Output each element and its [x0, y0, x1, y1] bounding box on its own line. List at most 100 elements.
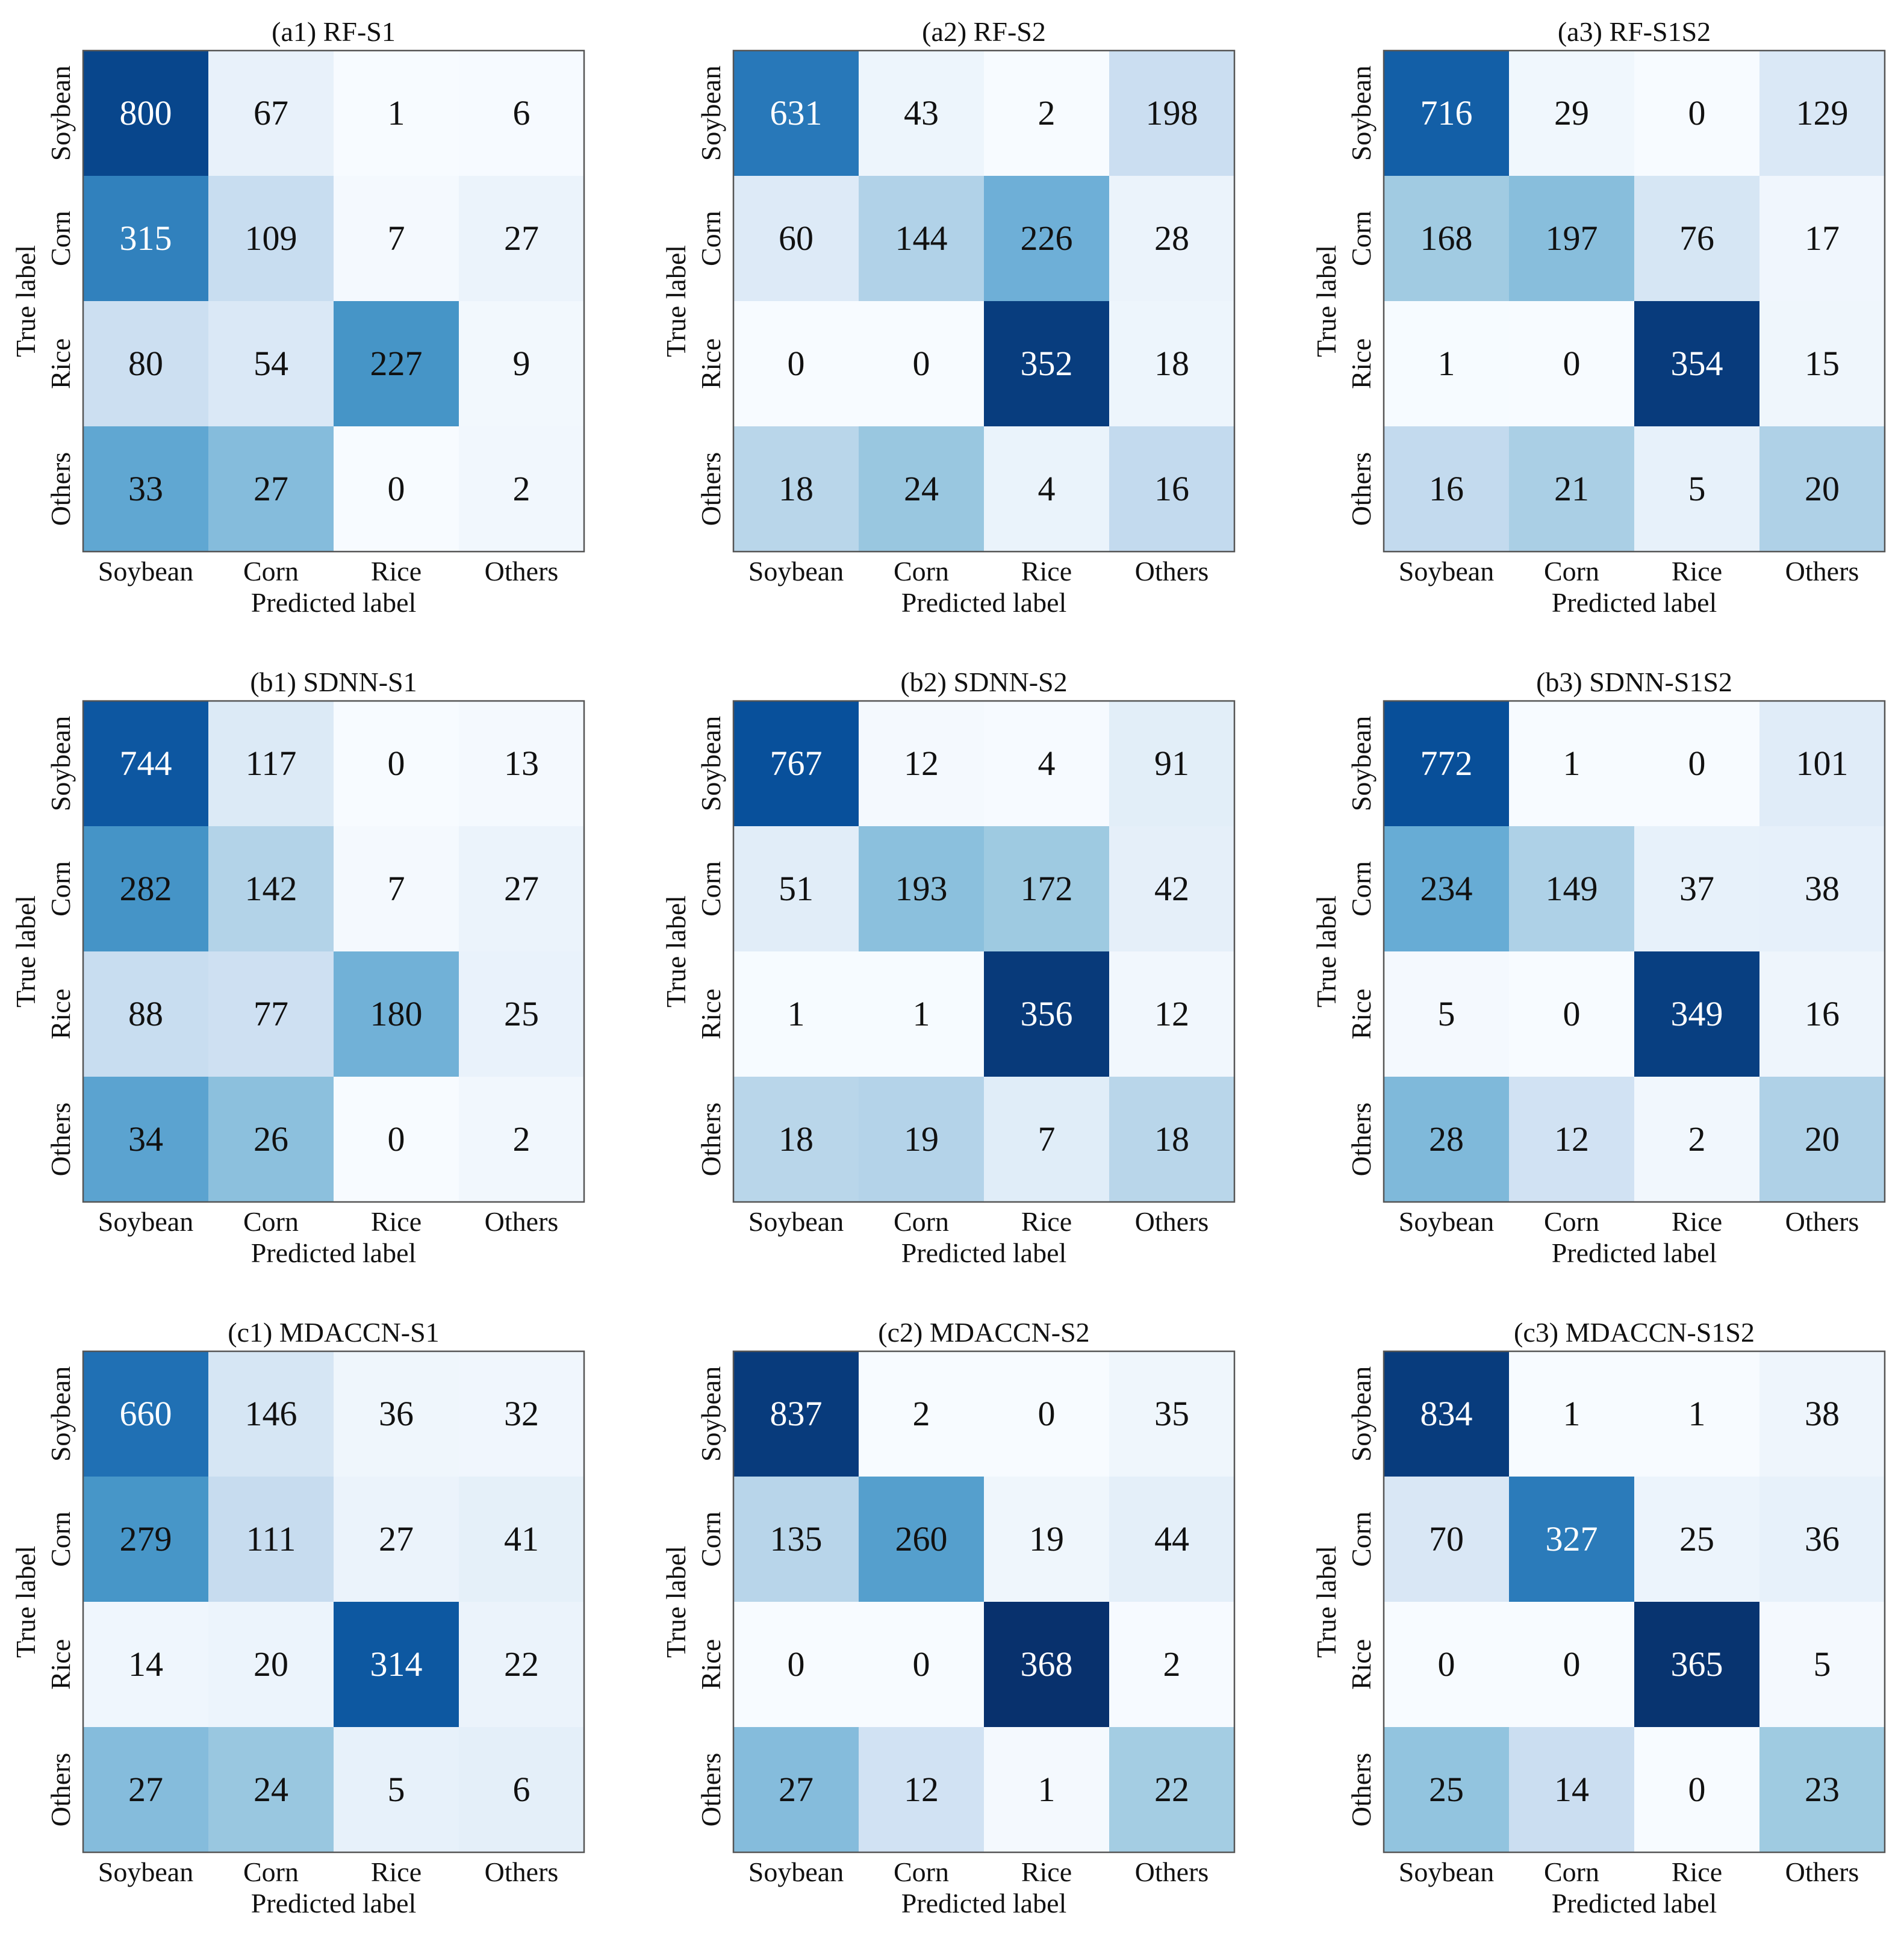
cell-value: 314 — [370, 1645, 423, 1684]
matrix-cell — [1384, 1602, 1509, 1727]
cell-value: 0 — [788, 344, 805, 383]
matrix-cell — [83, 426, 208, 552]
matrix-cell — [1509, 51, 1634, 176]
cell-value: 18 — [1154, 344, 1189, 383]
cell-value: 1 — [1038, 1770, 1056, 1809]
matrix-cell — [859, 176, 984, 301]
cell-value: 80 — [128, 344, 163, 383]
x-axis-label: Predicted label — [1552, 1237, 1717, 1268]
cell-value: 27 — [504, 219, 539, 258]
matrix-cell — [859, 301, 984, 426]
confusion-matrix-panel-3: (a3) RF-S1S2 716 29 0 129 168 197 76 17 1 0 354 15 16… — [1311, 16, 1886, 618]
cell-value: 17 — [1805, 219, 1840, 258]
matrix-cell — [733, 426, 859, 552]
matrix-cell — [1384, 701, 1509, 826]
cell-value: 767 — [770, 744, 823, 783]
cell-value: 35 — [1154, 1394, 1189, 1433]
cell-value: 21 — [1554, 469, 1589, 508]
cell-value: 12 — [1154, 994, 1189, 1033]
x-tick-label: Others — [485, 1206, 559, 1237]
matrix-cell — [459, 176, 584, 301]
cell-value: 6 — [513, 1770, 530, 1809]
y-tick-label: Soybean — [45, 1366, 76, 1461]
matrix-cell — [859, 1727, 984, 1852]
x-tick-label: Others — [485, 1857, 559, 1887]
matrix-cell — [733, 701, 859, 826]
y-tick-label: Others — [45, 1753, 76, 1827]
y-tick-label: Soybean — [695, 716, 726, 811]
matrix-cell — [733, 826, 859, 951]
cell-value: 34 — [128, 1119, 163, 1159]
x-tick-label: Rice — [1021, 1857, 1072, 1887]
cell-value: 36 — [379, 1394, 414, 1433]
confusion-matrix-panel-2: (a2) RF-S2 631 43 2 198 60 144 226 28 0 0 352 18 18 24… — [661, 16, 1236, 618]
matrix-cell — [334, 951, 459, 1077]
cell-value: 38 — [1805, 869, 1840, 908]
matrix-cell — [859, 1077, 984, 1202]
x-tick-label: Soybean — [1399, 1857, 1494, 1887]
matrix-cell — [1759, 51, 1885, 176]
cell-value: 51 — [779, 869, 814, 908]
x-axis-label: Predicted label — [901, 587, 1067, 618]
matrix-cell — [459, 301, 584, 426]
matrix-cell — [984, 1727, 1109, 1852]
matrix-cell — [1109, 176, 1234, 301]
x-axis-label: Predicted label — [251, 1237, 417, 1268]
matrix-cell — [1509, 1727, 1634, 1852]
x-tick-label: Corn — [243, 556, 299, 587]
cell-value: 7 — [388, 869, 405, 908]
matrix-cell — [1759, 701, 1885, 826]
matrix-cell — [733, 1351, 859, 1477]
x-axis-label: Predicted label — [901, 1237, 1067, 1268]
matrix-cell — [984, 1077, 1109, 1202]
cell-value: 800 — [120, 93, 172, 132]
matrix-border — [732, 49, 1236, 553]
matrix-cell — [859, 51, 984, 176]
matrix-border — [1383, 700, 1886, 1203]
y-tick-label: Rice — [45, 989, 76, 1039]
x-tick-label: Corn — [1544, 1206, 1599, 1237]
y-tick-label: Others — [45, 452, 76, 526]
cell-value: 7 — [1038, 1119, 1056, 1159]
confusion-matrix-panel-4: (b1) SDNN-S1 744 117 0 13 282 142 7 27 88 77 180 25 3… — [10, 667, 585, 1268]
cell-value: 327 — [1546, 1519, 1598, 1558]
cell-value: 14 — [128, 1645, 163, 1684]
matrix-cell — [859, 1351, 984, 1477]
cell-value: 16 — [1805, 994, 1840, 1033]
cell-value: 2 — [513, 1119, 530, 1159]
cell-value: 0 — [913, 344, 930, 383]
cell-value: 16 — [1154, 469, 1189, 508]
y-tick-label: Soybean — [695, 1366, 726, 1461]
matrix-cell — [1759, 176, 1885, 301]
cell-value: 354 — [1671, 344, 1723, 383]
cell-value: 1 — [1438, 344, 1455, 383]
cell-value: 352 — [1021, 344, 1073, 383]
matrix-cell — [334, 1602, 459, 1727]
cell-value: 144 — [895, 219, 948, 258]
x-tick-label: Others — [1785, 556, 1859, 587]
x-tick-label: Corn — [1544, 1857, 1599, 1887]
matrix-cell — [1634, 1477, 1759, 1602]
cell-value: 16 — [1429, 469, 1464, 508]
cell-value: 70 — [1429, 1519, 1464, 1558]
cell-value: 37 — [1679, 869, 1714, 908]
matrix-cell — [1509, 1477, 1634, 1602]
x-tick-label: Others — [485, 556, 559, 587]
cell-value: 42 — [1154, 869, 1189, 908]
cell-value: 2 — [513, 469, 530, 508]
cell-value: 834 — [1420, 1394, 1473, 1433]
cell-value: 44 — [1154, 1519, 1189, 1558]
matrix-border — [82, 49, 585, 553]
matrix-cell — [1509, 301, 1634, 426]
matrix-cell — [1384, 951, 1509, 1077]
matrix-cell — [1759, 1477, 1885, 1602]
cell-value: 27 — [254, 469, 288, 508]
matrix-cell — [334, 51, 459, 176]
x-tick-label: Soybean — [748, 1206, 844, 1237]
matrix-cell — [1109, 826, 1234, 951]
cell-value: 19 — [1029, 1519, 1064, 1558]
x-tick-label: Rice — [1021, 556, 1072, 587]
cell-value: 117 — [246, 744, 297, 783]
cell-value: 20 — [254, 1645, 288, 1684]
